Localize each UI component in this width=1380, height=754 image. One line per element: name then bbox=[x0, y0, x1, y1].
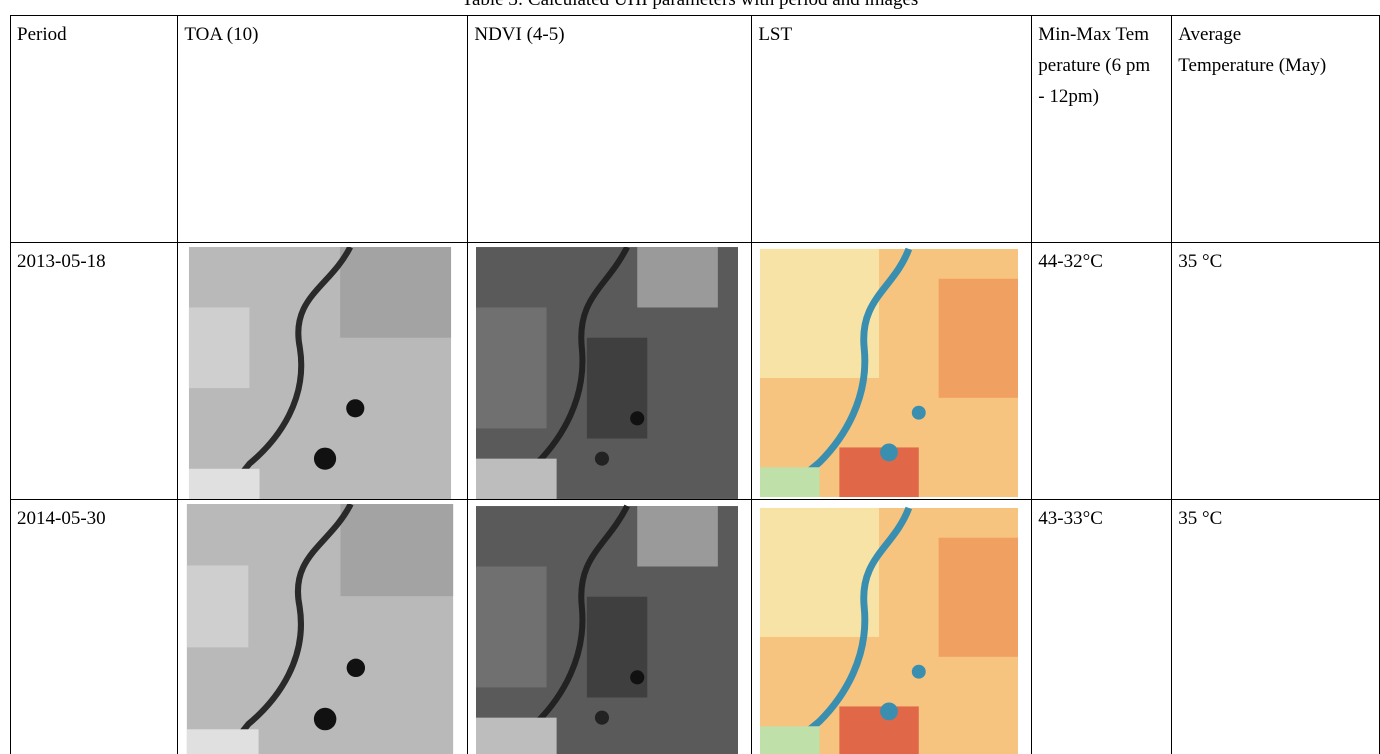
lst-image bbox=[760, 247, 1018, 499]
cell: 35 °C bbox=[1172, 243, 1380, 500]
header-cell: Min-Max Temperature (6 pm - 12pm) bbox=[1032, 16, 1172, 243]
row: 2013-05-18 44-32°C 35 °C bbox=[11, 243, 1380, 500]
table-title: Table 3: Calculated UHI parameters with … bbox=[0, 0, 1380, 11]
table: Period TOA (10) NDVI (4-5) LST Min-Max T… bbox=[10, 15, 1380, 754]
toa-image bbox=[186, 247, 454, 499]
header-cell: NDVI (4-5) bbox=[468, 16, 752, 243]
cell: 43-33°C bbox=[1032, 500, 1172, 754]
lst-image bbox=[760, 504, 1018, 754]
cell: 2014-05-30 bbox=[11, 500, 178, 754]
header-text: Min-Max Temperature (6 pm - 12pm) bbox=[1038, 19, 1156, 112]
cell: 35 °C bbox=[1172, 500, 1380, 754]
cell: 44-32°C bbox=[1032, 243, 1172, 500]
header-row: Period TOA (10) NDVI (4-5) LST Min-Max T… bbox=[11, 16, 1380, 243]
image-cell bbox=[468, 243, 752, 500]
toa-image bbox=[186, 504, 454, 754]
header-text: Average Temperature (May) bbox=[1178, 19, 1328, 81]
page: Table 3: Calculated UHI parameters with … bbox=[0, 0, 1380, 754]
image-cell bbox=[178, 243, 468, 500]
header-cell: Period bbox=[11, 16, 178, 243]
image-cell bbox=[752, 500, 1032, 754]
ndvi-image bbox=[476, 504, 738, 754]
cell: 2013-05-18 bbox=[11, 243, 178, 500]
image-cell bbox=[468, 500, 752, 754]
header-cell: TOA (10) bbox=[178, 16, 468, 243]
image-cell bbox=[178, 500, 468, 754]
row: 2014-05-30 43-33°C 35 °C bbox=[11, 500, 1380, 754]
ndvi-image bbox=[476, 247, 738, 499]
header-cell: Average Temperature (May) bbox=[1172, 16, 1380, 243]
image-cell bbox=[752, 243, 1032, 500]
header-cell: LST bbox=[752, 16, 1032, 243]
